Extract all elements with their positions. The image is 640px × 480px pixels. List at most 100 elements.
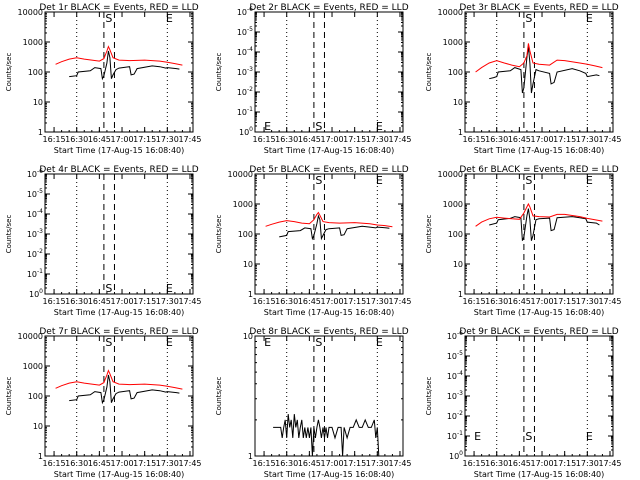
- event-marker: E: [586, 12, 593, 25]
- chart-title: Det 9r BLACK = Events, RED = LLD: [459, 327, 618, 337]
- x-tick-label: 16:15: [253, 459, 276, 468]
- x-tick-label: 16:45: [88, 135, 111, 144]
- x-tick-label: 16:45: [298, 135, 321, 144]
- x-axis-label: Start Time (17-Aug-15 16:08:40): [264, 470, 395, 479]
- panel-3: Det 3r BLACK = Events, RED = LLD 1 10 100 10…: [425, 3, 622, 155]
- x-tick-label: 17:15: [343, 297, 366, 306]
- x-tick-label: 17:00: [530, 459, 553, 468]
- x-tick-label: 17:30: [156, 135, 179, 144]
- y-axis-label: Counts/sec: [5, 377, 13, 416]
- x-tick-label: 17:30: [576, 459, 599, 468]
- x-tick-label: 17:15: [133, 135, 156, 144]
- y-tick-label: 1: [248, 452, 253, 461]
- x-tick-label: 17:45: [388, 459, 411, 468]
- y-tick-label: 10: [33, 98, 43, 107]
- x-tick-label: 17:15: [133, 459, 156, 468]
- event-marker: S: [315, 174, 322, 187]
- chart-title: Det 8r BLACK = Events, RED = LLD: [249, 327, 408, 337]
- x-tick-label: 17:00: [530, 135, 553, 144]
- y-tick-label: 100: [28, 392, 43, 401]
- x-tick-label: 16:30: [485, 297, 508, 306]
- x-tick-label: 17:30: [576, 297, 599, 306]
- x-axis-label: Start Time (17-Aug-15 16:08:40): [54, 146, 185, 155]
- y-tick-label: 10-2: [237, 86, 253, 97]
- y-tick-label: 1: [458, 290, 463, 299]
- y-tick-label: 1: [458, 128, 463, 137]
- y-axis-label: Counts/sec: [425, 377, 433, 416]
- x-axis-label: Start Time (17-Aug-15 16:08:40): [474, 470, 605, 479]
- series-line-lld: [55, 45, 183, 66]
- y-tick-label: 1: [38, 128, 43, 137]
- y-tick-label: 10000: [228, 170, 253, 179]
- chart-title: Det 3r BLACK = Events, RED = LLD: [459, 3, 618, 13]
- y-tick-label: 100: [29, 288, 43, 299]
- x-tick-label: 17:15: [343, 135, 366, 144]
- x-tick-label: 16:30: [275, 459, 298, 468]
- x-axis-label: Start Time (17-Aug-15 16:08:40): [474, 146, 605, 155]
- series-line-events: [69, 374, 180, 405]
- event-marker: E: [166, 282, 173, 295]
- x-tick-label: 16:15: [43, 135, 66, 144]
- panel-1: Det 1r BLACK = Events, RED = LLD 1 10 100 10…: [5, 3, 202, 155]
- y-tick-label: 1000: [23, 362, 43, 371]
- x-tick-label: 16:30: [485, 459, 508, 468]
- x-axis-label: Start Time (17-Aug-15 16:08:40): [474, 308, 605, 317]
- x-tick-label: 16:15: [463, 297, 486, 306]
- series-line-events: [489, 208, 600, 241]
- x-tick-label: 17:15: [133, 297, 156, 306]
- x-tick-label: 16:45: [88, 297, 111, 306]
- y-tick-label: 10-4: [27, 208, 43, 219]
- y-tick-label: 10-2: [447, 410, 463, 421]
- y-tick-label: 10000: [18, 8, 43, 17]
- x-tick-label: 16:45: [88, 459, 111, 468]
- chart-title: Det 5r BLACK = Events, RED = LLD: [249, 165, 408, 175]
- x-tick-label: 17:30: [366, 297, 389, 306]
- y-tick-label: 10-6: [27, 168, 43, 179]
- panel-4: Det 4r BLACK = Events, RED = LLD 100 10-1 1…: [5, 165, 202, 317]
- x-tick-label: 17:30: [576, 135, 599, 144]
- x-tick-label: 16:30: [275, 297, 298, 306]
- y-tick-label: 10-1: [27, 268, 43, 279]
- y-tick-label: 1000: [443, 200, 463, 209]
- y-axis-label: Counts/sec: [215, 215, 223, 254]
- event-marker: S: [105, 282, 112, 295]
- chart-title: Det 4r BLACK = Events, RED = LLD: [39, 165, 198, 175]
- y-tick-label: 10: [33, 422, 43, 431]
- y-tick-label: 100: [28, 68, 43, 77]
- x-tick-label: 17:00: [530, 297, 553, 306]
- y-tick-label: 1000: [23, 38, 43, 47]
- x-tick-label: 17:30: [156, 297, 179, 306]
- y-tick-label: 1: [38, 452, 43, 461]
- y-tick-label: 10000: [438, 170, 463, 179]
- x-tick-label: 17:45: [178, 135, 201, 144]
- event-marker: S: [525, 430, 532, 443]
- plot-frame: [44, 11, 194, 133]
- y-tick-label: 10-4: [237, 46, 253, 57]
- x-axis-label: Start Time (17-Aug-15 16:08:40): [264, 308, 395, 317]
- x-tick-label: 16:45: [508, 459, 531, 468]
- y-tick-label: 100: [239, 126, 253, 137]
- plot-frame: [464, 173, 614, 295]
- x-tick-label: 16:15: [463, 135, 486, 144]
- y-tick-label: 10-6: [237, 6, 253, 17]
- x-tick-label: 17:00: [320, 459, 343, 468]
- event-marker: E: [474, 430, 481, 443]
- series-line-events: [69, 50, 180, 81]
- chart-title: Det 6r BLACK = Events, RED = LLD: [459, 165, 618, 175]
- x-tick-label: 17:30: [156, 459, 179, 468]
- x-tick-label: 17:45: [178, 459, 201, 468]
- x-tick-label: 16:15: [253, 297, 276, 306]
- y-tick-label: 10-1: [237, 106, 253, 117]
- event-marker: S: [105, 12, 112, 25]
- y-tick-label: 100: [448, 230, 463, 239]
- x-tick-label: 16:30: [65, 297, 88, 306]
- x-tick-label: 16:30: [275, 135, 298, 144]
- y-axis-label: Counts/sec: [425, 215, 433, 254]
- x-tick-label: 17:00: [110, 135, 133, 144]
- y-tick-label: 1000: [233, 200, 253, 209]
- x-tick-label: 16:15: [253, 135, 276, 144]
- event-marker: E: [376, 336, 383, 349]
- y-tick-label: 10-6: [447, 330, 463, 341]
- y-tick-label: 100: [238, 230, 253, 239]
- series-line-events: [489, 46, 600, 94]
